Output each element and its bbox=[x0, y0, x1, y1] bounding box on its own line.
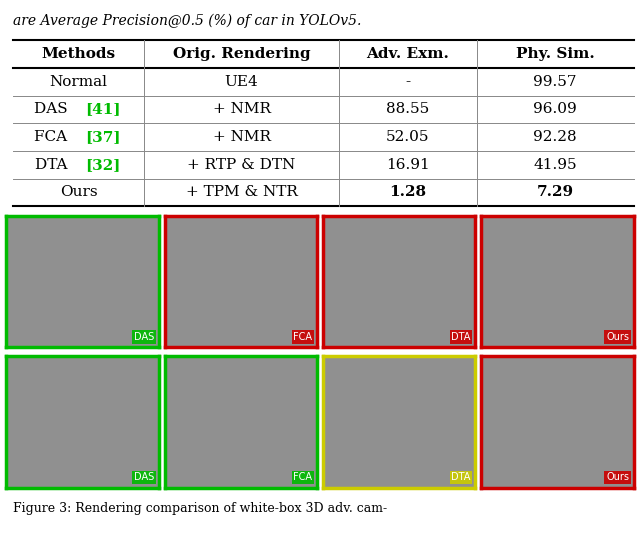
Text: 92.28: 92.28 bbox=[533, 130, 577, 144]
Text: DAS: DAS bbox=[134, 332, 154, 342]
Text: 41.95: 41.95 bbox=[533, 158, 577, 172]
Text: Orig. Rendering: Orig. Rendering bbox=[173, 47, 310, 61]
Text: FCA: FCA bbox=[293, 472, 312, 482]
Text: + RTP & DTN: + RTP & DTN bbox=[188, 158, 296, 172]
Text: DTA: DTA bbox=[35, 158, 72, 172]
Text: DTA: DTA bbox=[451, 332, 470, 342]
Text: -: - bbox=[405, 75, 410, 89]
Text: 16.91: 16.91 bbox=[386, 158, 429, 172]
Text: Ours: Ours bbox=[606, 332, 629, 342]
Text: FCA: FCA bbox=[293, 332, 312, 342]
Text: 99.57: 99.57 bbox=[534, 75, 577, 89]
Text: [41]: [41] bbox=[84, 102, 120, 117]
Text: 1.28: 1.28 bbox=[389, 185, 426, 199]
Text: [32]: [32] bbox=[84, 158, 120, 172]
Text: UE4: UE4 bbox=[225, 75, 259, 89]
Text: 52.05: 52.05 bbox=[386, 130, 429, 144]
Text: Adv. Exm.: Adv. Exm. bbox=[366, 47, 449, 61]
Text: [37]: [37] bbox=[84, 130, 120, 144]
Text: Ours: Ours bbox=[606, 472, 629, 482]
Text: Figure 3: Rendering comparison of white-box 3D adv. cam-: Figure 3: Rendering comparison of white-… bbox=[13, 502, 387, 515]
Text: Methods: Methods bbox=[42, 47, 116, 61]
Text: + NMR: + NMR bbox=[212, 102, 271, 117]
Text: 88.55: 88.55 bbox=[386, 102, 429, 117]
Text: DTA: DTA bbox=[451, 472, 470, 482]
Text: FCA: FCA bbox=[35, 130, 72, 144]
Text: Ours: Ours bbox=[60, 185, 97, 199]
Text: 96.09: 96.09 bbox=[533, 102, 577, 117]
Text: DAS: DAS bbox=[134, 472, 154, 482]
Text: DAS: DAS bbox=[34, 102, 72, 117]
Text: + NMR: + NMR bbox=[212, 130, 271, 144]
Text: + TPM & NTR: + TPM & NTR bbox=[186, 185, 298, 199]
Text: 7.29: 7.29 bbox=[536, 185, 574, 199]
Text: Normal: Normal bbox=[49, 75, 108, 89]
Text: Phy. Sim.: Phy. Sim. bbox=[516, 47, 595, 61]
Text: are Average Precision@0.5 (%) of car in YOLOv5.: are Average Precision@0.5 (%) of car in … bbox=[13, 13, 361, 28]
